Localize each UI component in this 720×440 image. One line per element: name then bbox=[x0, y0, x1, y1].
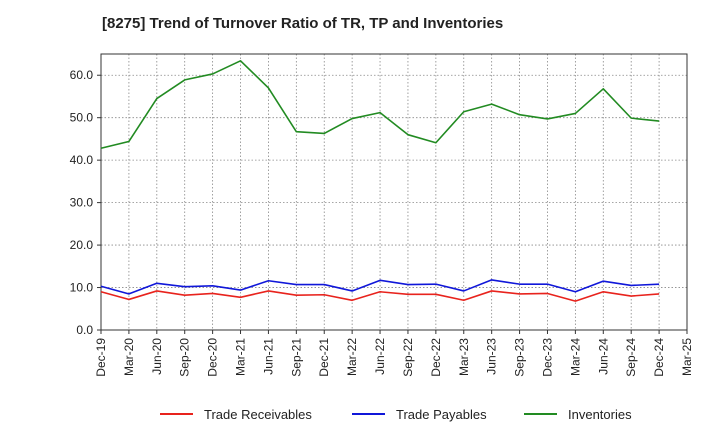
x-tick-label: Jun-24 bbox=[596, 338, 610, 375]
legend-label-trade-receivables: Trade Receivables bbox=[204, 407, 312, 422]
x-tick-label: Jun-20 bbox=[150, 338, 164, 375]
x-tick-label: Mar-24 bbox=[568, 338, 582, 376]
legend-label-trade-payables: Trade Payables bbox=[396, 407, 487, 422]
series-layer bbox=[100, 59, 660, 302]
x-tick-label: Mar-23 bbox=[457, 338, 471, 376]
x-tick-label: Jun-23 bbox=[485, 338, 499, 375]
y-tick-label: 20.0 bbox=[70, 238, 94, 252]
x-tick-label: Sep-21 bbox=[289, 338, 303, 377]
y-tick-label: 0.0 bbox=[76, 323, 93, 337]
x-tick-label: Sep-20 bbox=[178, 338, 192, 377]
x-tick-label: Sep-23 bbox=[513, 338, 527, 377]
x-tick-label: Mar-25 bbox=[680, 338, 694, 376]
x-tick-label: Jun-22 bbox=[373, 338, 387, 375]
y-tick-label: 60.0 bbox=[70, 68, 94, 82]
axis-layer: 0.0 10.0 20.0 30.0 40.0 50.0 60.0 Dec-19 Mar-20 J… bbox=[70, 53, 694, 377]
x-tick-label: Dec-20 bbox=[206, 338, 220, 377]
y-tick-label: 50.0 bbox=[70, 111, 94, 125]
series-line-inventories bbox=[100, 59, 660, 150]
x-tick-label: Dec-23 bbox=[540, 338, 554, 377]
x-tick-label: Sep-22 bbox=[401, 338, 415, 377]
x-tick-label: Dec-21 bbox=[317, 338, 331, 377]
y-tick-label: 10.0 bbox=[70, 281, 94, 295]
x-tick-label: Jun-21 bbox=[261, 338, 275, 375]
plot-frame bbox=[100, 53, 688, 331]
x-tick-label: Mar-21 bbox=[234, 338, 248, 376]
x-tick-label: Sep-24 bbox=[624, 338, 638, 377]
y-tick-label: 30.0 bbox=[70, 196, 94, 210]
x-tick-label: Dec-19 bbox=[94, 338, 108, 377]
series-line-trade-receivables bbox=[100, 290, 660, 302]
series-line-trade-payables bbox=[100, 279, 660, 295]
chart-title: [8275] Trend of Turnover Ratio of TR, TP… bbox=[102, 15, 504, 32]
y-tick-label: 40.0 bbox=[70, 153, 94, 167]
grid-layer bbox=[100, 54, 688, 331]
x-tick-label: Dec-22 bbox=[429, 338, 443, 377]
legend: Trade Receivables Trade Payables Inventori… bbox=[160, 407, 632, 422]
x-tick-label: Dec-24 bbox=[652, 338, 666, 377]
legend-label-inventories: Inventories bbox=[568, 407, 632, 422]
x-tick-label: Mar-20 bbox=[122, 338, 136, 376]
x-tick-label: Mar-22 bbox=[345, 338, 359, 376]
